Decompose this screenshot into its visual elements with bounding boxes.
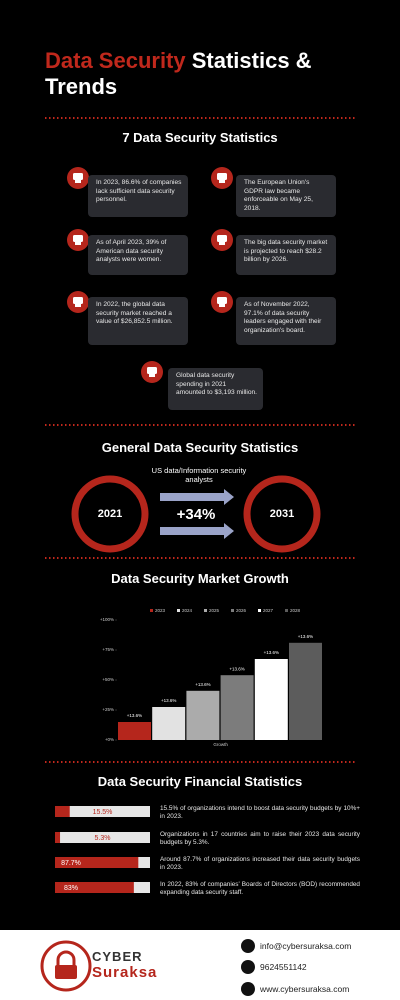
bar [152,707,186,740]
progress-label: 83% [64,885,78,892]
progress-fill [55,806,70,817]
year-from: 2021 [97,508,123,520]
section-heading: Data Security Financial Statistics [97,774,303,789]
y-tick-label: +0% [105,737,114,742]
phone[interactable]: 9624551142 [260,962,307,972]
stat-icon-glyph [75,304,81,307]
stat-icon-glyph [147,367,157,374]
stat-icon-glyph [73,235,83,242]
legend-label: 2025 [209,608,220,613]
financial-text: Around 87.7% of organizations increased … [160,856,360,872]
bar-annotation: +13.6% [229,666,244,671]
legend-swatch [150,609,153,612]
y-tick-label: +100% [100,617,114,622]
brand-bottom: Suraksa [92,964,158,981]
year-ring [243,475,321,553]
phone-icon [241,960,255,974]
legend-swatch [258,609,261,612]
stat-card: As of April 2023, 39% of American data s… [88,235,188,275]
progress-label: 5.3% [95,835,111,842]
logo-lock [56,950,76,966]
stat-card: The European Union's GDPR law became enf… [236,175,336,217]
progress-fill [55,857,139,868]
stat-icon-glyph [73,297,83,304]
web-icon [241,982,255,996]
email[interactable]: info@cybersuraksa.com [260,941,352,951]
progress-label: 15.5% [93,809,113,816]
financial-text: Organizations in 17 countries aim to rai… [160,831,360,847]
logo-lock [55,965,77,979]
stat-icon-glyph [219,304,225,307]
bar [220,675,254,740]
stat-card: Global data security spending in 2021 am… [168,368,263,410]
legend-label: 2023 [155,608,166,613]
bar-annotation: +13.6% [264,650,279,655]
section-heading: General Data Security Statistics [101,440,299,455]
stat-card: In 2022, the global data security market… [88,297,188,345]
legend-swatch [204,609,207,612]
title-highlight: Data Security [45,48,186,73]
email-icon [241,939,255,953]
stat-card: As of November 2022, 97.1% of data secur… [236,297,336,345]
stat-icon-glyph [75,180,81,183]
year-to: 2031 [269,508,295,520]
bar [289,642,322,740]
bar-annotation: +13.6% [195,682,210,687]
bar-annotation: +13.6% [127,713,142,718]
financial-text: 15.5% of organizations intend to boost d… [160,805,360,821]
stat-icon-glyph [75,242,81,245]
legend-label: 2028 [290,608,301,613]
brand-top: CYBER [92,949,143,964]
legend-swatch [231,609,234,612]
section-heading: 7 Data Security Statistics [122,130,278,145]
stat-icon-glyph [73,173,83,180]
website[interactable]: www.cybersuraksa.com [260,984,350,994]
progress-fill [55,832,61,843]
financial-text: In 2022, 83% of companies' Boards of Dir… [160,881,360,897]
title-rest: Statistics & Trends [45,48,312,99]
stat-icon-glyph [219,180,225,183]
section-heading: Data Security Market Growth [111,571,289,586]
bar [118,722,151,740]
bar-annotation: +13.6% [161,698,176,703]
y-tick-label: +25% [102,707,114,712]
bar [254,659,288,740]
bar-annotation: +13.6% [298,634,313,639]
progress-label: 87.7% [61,860,81,867]
stat-icon-glyph [217,173,227,180]
progress-track [55,806,150,817]
legend-label: 2027 [263,608,274,613]
change: +34% [176,506,216,523]
x-tick-label: Growth [213,742,228,747]
progress-fill [55,882,134,893]
page-title: Data Security Statistics & Trends [45,48,375,100]
legend-swatch [285,609,288,612]
stat-icon-glyph [219,242,225,245]
y-tick-label: +75% [102,647,114,652]
stat-icon-glyph [149,374,155,377]
stat-card: In 2023, 86.6% of companies lack suffici… [88,175,188,217]
arrow [160,523,234,539]
legend-label: 2024 [182,608,193,613]
caption: US data/Information security analysts [151,466,247,484]
year-ring [71,475,149,553]
logo-ring [40,940,92,992]
legend-swatch [177,609,180,612]
bar [186,690,220,740]
stat-card: The big data security market is projecte… [236,235,336,275]
stat-icon-glyph [217,235,227,242]
arrow [160,489,234,505]
y-tick-label: +50% [102,677,114,682]
legend-label: 2026 [236,608,247,613]
stat-icon-glyph [217,297,227,304]
progress-track [55,832,150,843]
